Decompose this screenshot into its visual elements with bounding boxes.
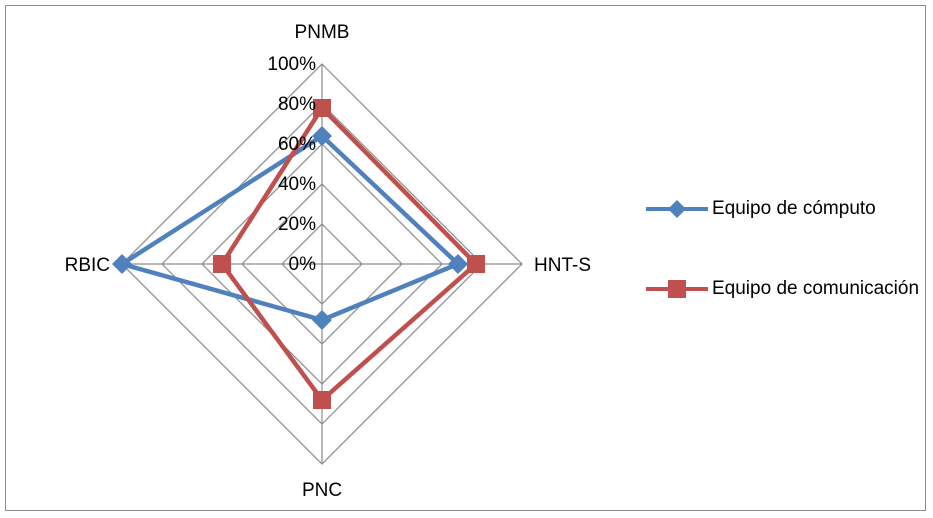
legend-item-comunicacion: Equipo de comunicación [646,274,926,330]
axis-label: RBIC [65,255,110,276]
data-point [313,391,331,409]
axis-label: PNC [302,480,342,501]
tick-label: 0% [289,254,317,275]
data-point [112,254,132,274]
legend: Equipo de cómputo Equipo de comunicación [646,194,926,354]
tick-label: 60% [278,134,316,155]
tick-label: 100% [267,54,316,75]
legend-marker-square [668,280,686,298]
series-layer [112,99,485,409]
legend-label-computo: Equipo de cómputo [712,198,876,219]
legend-label-comunicacion: Equipo de comunicación [712,278,920,299]
legend-item-computo: Equipo de cómputo [646,194,926,250]
tick-labels: 0% 20% 40% 60% 80% 100% [267,54,316,275]
axis-label: HNT-S [534,255,591,276]
chart-area: 0% 20% 40% 60% 80% 100% PNMB HNT-S PNC RBIC Equi… [5,5,926,511]
legend-marker-diamond [668,200,686,218]
data-point [213,255,231,273]
data-point [467,255,485,273]
tick-label: 80% [278,94,316,115]
data-point [312,310,332,330]
tick-label: 40% [278,174,316,195]
data-point [448,254,468,274]
axis-labels: PNMB HNT-S PNC RBIC [65,22,591,501]
axis-label: PNMB [295,22,350,43]
grid [121,63,523,465]
tick-label: 20% [278,214,316,235]
radar-chart: 0% 20% 40% 60% 80% 100% PNMB HNT-S PNC RBIC [65,22,591,501]
data-point [312,126,332,146]
data-point [313,99,331,117]
